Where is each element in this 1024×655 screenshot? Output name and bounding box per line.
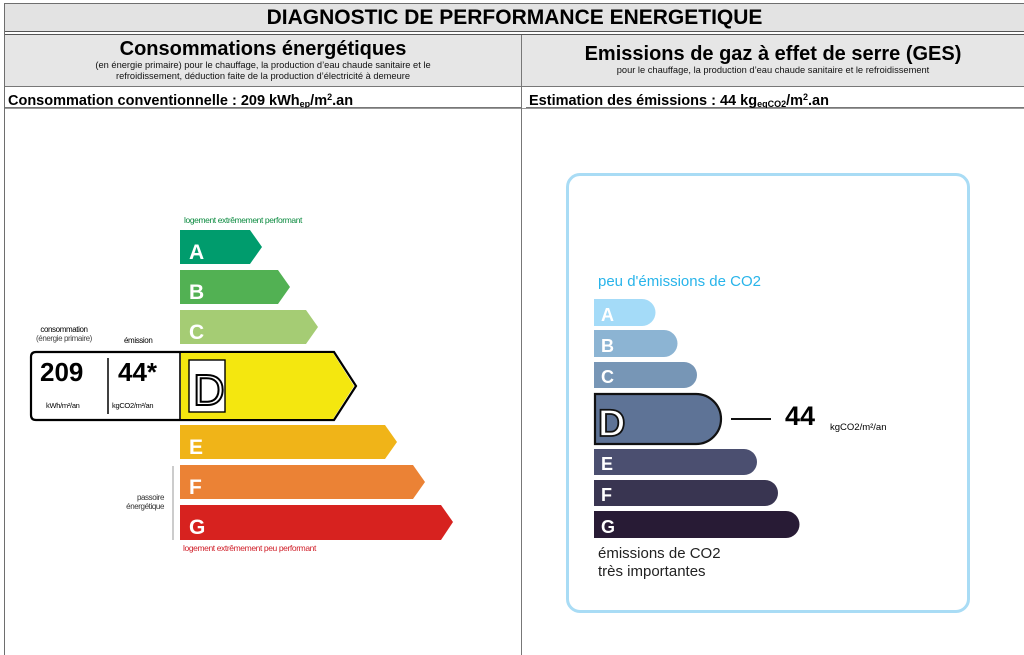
energy-class-c: C — [180, 310, 318, 344]
energy-class-a: A — [180, 230, 262, 264]
energy-class-g: G — [180, 505, 453, 540]
ges-value: 44 — [785, 401, 816, 431]
energy-value-sub: ep — [299, 99, 311, 109]
energy-label-bottom: logement extrêmement peu performant — [183, 543, 316, 553]
consumption-value: 209 — [40, 357, 84, 387]
energy-value-label: Consommation conventionnelle : 209 kWh — [8, 93, 300, 109]
energy-class-d-current: D — [29, 350, 358, 422]
ges-header: Emissions de gaz à effet de serre (GES) … — [522, 35, 1024, 87]
label-passoire: passoire énergétique — [126, 493, 164, 511]
emission-unit: kgCO2/m²/an — [112, 401, 154, 410]
ges-subheading: pour le chauffage, la production d’eau c… — [616, 65, 930, 75]
ges-unit: kgCO2/m²/an — [830, 422, 887, 433]
label-emission: émission — [124, 336, 153, 345]
consumption-unit: kWh/m²/an — [46, 401, 80, 410]
energy-class-f: F — [180, 465, 425, 499]
ges-value-suffix: /m — [786, 93, 803, 109]
page-title: DIAGNOSTIC DE PERFORMANCE ENERGETIQUE — [5, 4, 1024, 35]
svg-text:A: A — [189, 241, 204, 264]
energy-value-suffix: /m — [310, 93, 328, 109]
energy-heading: Consommations énergétiques — [119, 38, 407, 60]
ges-value-sup: 2 — [803, 92, 809, 102]
row-divider — [5, 108, 1024, 109]
svg-text:B: B — [189, 281, 204, 304]
ges-heading: Emissions de gaz à effet de serre (GES) — [584, 43, 962, 65]
ges-frame — [566, 173, 970, 613]
svg-text:E: E — [189, 436, 203, 459]
energy-value-row: Consommation conventionnelle : 209 kWhep… — [5, 88, 521, 109]
svg-text:C: C — [189, 321, 204, 344]
energy-scale-chart: A B C D E F G — [29, 230, 453, 540]
ges-label-bottom: émissions de CO2 très importantes — [598, 545, 721, 580]
svg-text:D: D — [193, 366, 225, 415]
energy-header: Consommations énergétiques (en énergie p… — [5, 35, 521, 87]
emission-value: 44* — [118, 357, 158, 387]
ges-value-label: Estimation des émissions : 44 kg — [529, 93, 758, 109]
energy-subheading-1: (en énergie primaire) pour le chauffage,… — [95, 60, 431, 70]
ges-label-top: peu d'émissions de CO2 — [598, 273, 761, 290]
svg-text:F: F — [189, 476, 202, 499]
energy-class-b: B — [180, 270, 290, 304]
ges-value-row: Estimation des émissions : 44 kgeqCO2/m2… — [526, 88, 1024, 109]
energy-label-top: logement extrêmement performant — [184, 215, 302, 225]
energy-subheading-2: refroidissement, déduction faite de la p… — [115, 71, 411, 81]
energy-class-e: E — [180, 425, 397, 459]
energy-value-end: .an — [332, 93, 354, 109]
ges-value-end: .an — [808, 93, 829, 109]
ges-value-sub: eqCO2 — [757, 99, 787, 109]
svg-text:G: G — [189, 516, 205, 539]
document-frame — [4, 3, 1024, 655]
energy-value-sup: 2 — [327, 92, 333, 102]
label-consumption: consommation (énergie primaire) — [36, 325, 92, 343]
column-divider — [521, 35, 522, 655]
